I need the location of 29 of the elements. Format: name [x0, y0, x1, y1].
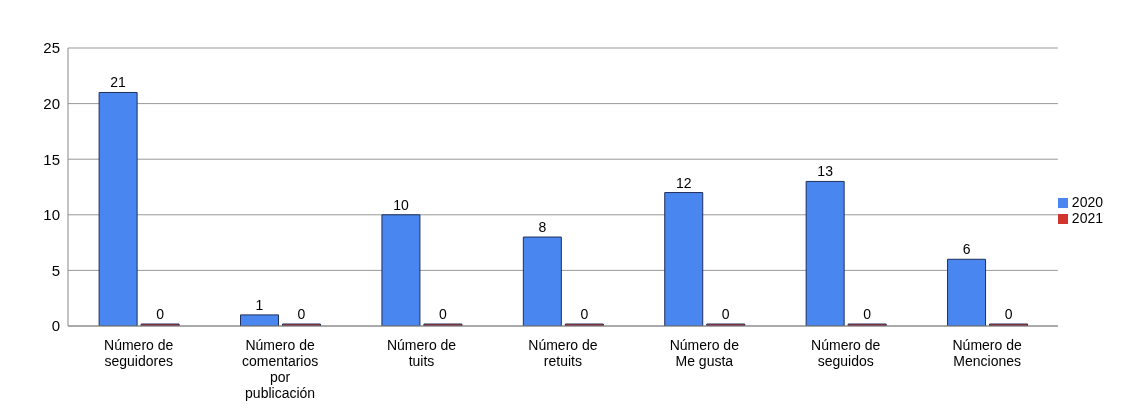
legend-label: 2021 — [1071, 210, 1103, 226]
x-tick-label: Número de seguidores — [104, 337, 174, 369]
y-tick-label: 5 — [51, 261, 60, 279]
y-tick-label: 20 — [43, 94, 60, 112]
y-tick-label: 15 — [43, 150, 60, 168]
data-label: 0 — [1004, 306, 1013, 322]
data-label: 13 — [817, 163, 834, 180]
data-label: 0 — [156, 306, 165, 322]
data-label: 1 — [255, 296, 264, 313]
x-tick-label: Número de comentarios por publicación — [241, 337, 319, 401]
data-label: 8 — [538, 219, 547, 236]
x-tick-label: Número de retuits — [528, 337, 598, 369]
x-tick-label: Número de Me gusta — [669, 337, 740, 369]
legend-label: 2020 — [1071, 194, 1103, 210]
data-label: 21 — [110, 74, 127, 91]
x-tick-label: Número de Menciones — [952, 337, 1022, 369]
y-tick-label: 0 — [51, 317, 60, 335]
data-label: 0 — [863, 306, 872, 322]
data-label: 6 — [962, 241, 971, 258]
y-tick-label: 25 — [43, 39, 60, 57]
data-label: 10 — [393, 196, 409, 213]
data-label: 12 — [675, 174, 692, 191]
x-tick-label: Número de seguidos — [811, 337, 881, 369]
y-tick-label: 10 — [43, 206, 60, 224]
data-label: 0 — [580, 306, 589, 322]
data-label: 0 — [721, 306, 730, 322]
data-label: 0 — [439, 306, 448, 322]
data-label: 0 — [297, 306, 306, 322]
x-tick-label: Número de tuits — [386, 337, 457, 369]
